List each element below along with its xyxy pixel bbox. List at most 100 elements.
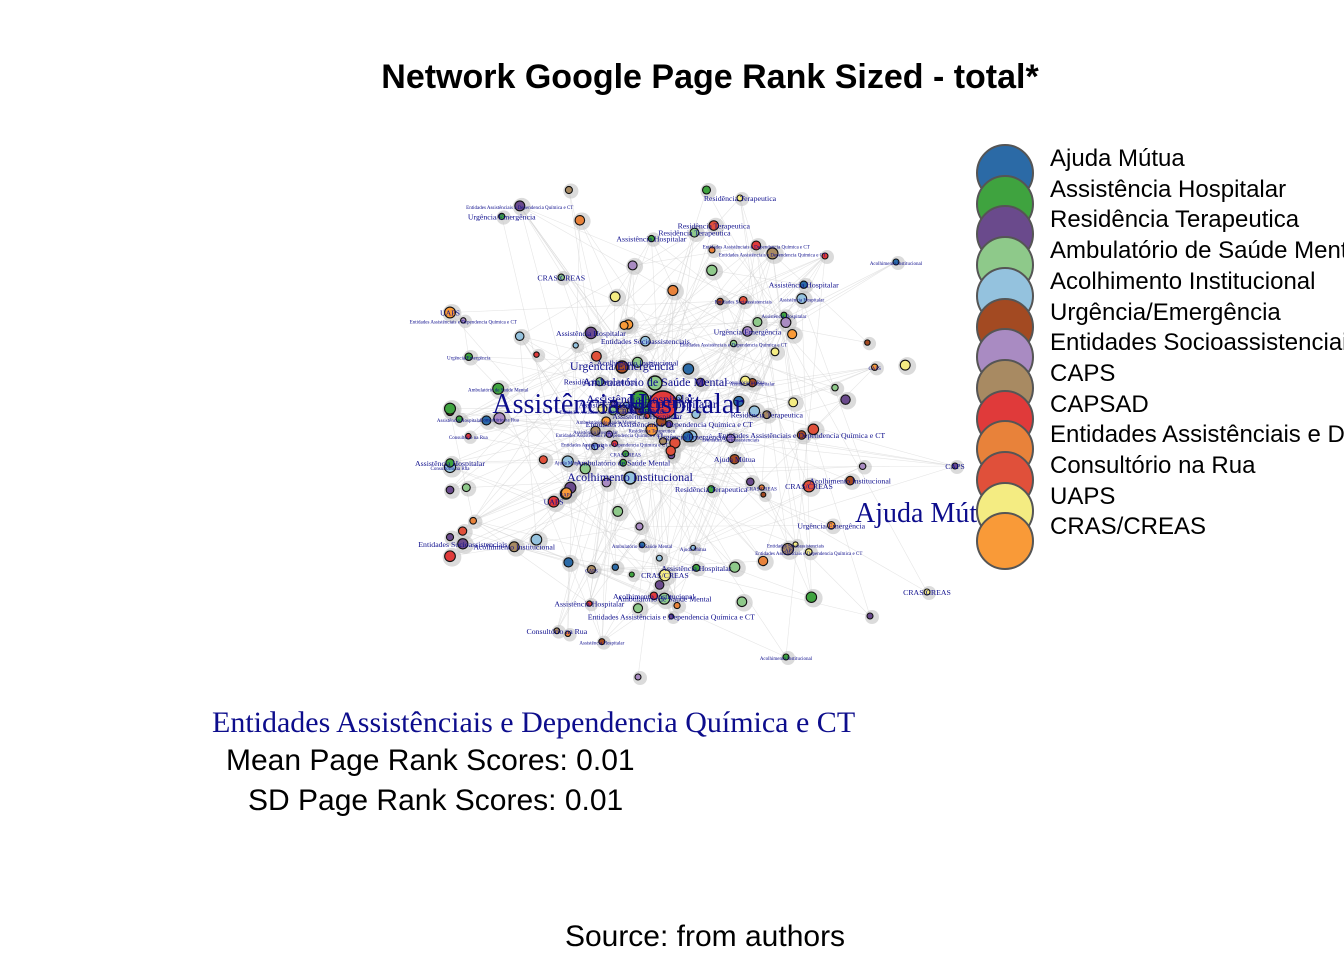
node-label: Assistência Hospitalar [779,299,824,304]
mean-page-rank: Mean Page Rank Scores: 0.01 [226,744,635,777]
network-node [538,455,548,465]
network-node [689,227,700,238]
network-node [579,463,591,475]
node-label: Entidades Assistênciais e Dependencia Qu… [410,320,517,325]
network-node [792,541,799,548]
node-label: Entidades Socioassistenciais [715,300,772,305]
node-label: Entidades Assistênciais e Dependencia Qu… [718,431,885,440]
legend-item: Acolhimento Institucional [976,266,1315,325]
network-edge [785,255,826,658]
network-node [601,477,612,488]
node-label: Entidades Socioassistenciais [702,438,759,443]
network-node [586,564,597,575]
network-edge [801,298,863,467]
network-edge [591,409,645,570]
network-edge [498,255,826,389]
network-edge [754,410,956,467]
network-edge [671,414,697,617]
network-node [639,335,651,347]
network-edge [672,290,746,382]
network-edge [449,332,592,491]
network-node [469,516,478,525]
network-edge [757,321,868,343]
network-node [638,541,646,549]
network-edge [466,465,863,488]
network-node [923,588,931,596]
network-edge [601,296,616,642]
network-node [455,415,464,423]
sd-page-rank: SD Page Rank Scores: 0.01 [248,784,624,817]
node-label: Acolhimento Institucional [567,470,693,484]
network-edge [459,381,600,420]
legend-item: Residência Terapeutica [976,205,1299,264]
network-node [630,390,650,410]
network-edge [499,418,670,425]
node-label: Entidades Assistênciais e Dependencia Qu… [466,206,573,211]
network-node [762,410,772,420]
network-node [617,405,629,416]
network-edge [468,356,638,363]
network-node [707,485,716,494]
network-node [845,475,855,486]
node-label: Urgência/Emergência [797,521,865,530]
node-label: CAPS [585,570,598,575]
network-node [647,375,663,391]
legend-item: Ajuda Mútua [976,144,1185,202]
node-label: Consultório na Rua [527,627,588,636]
network-node [591,350,602,362]
network-edge [468,356,618,512]
network-edge [568,189,603,409]
node-label: UAPS [560,494,573,499]
network-edge [449,466,554,502]
network-edge [579,220,616,297]
network-node [649,591,659,601]
network-node [840,394,851,405]
network-node [445,485,455,495]
network-edge [556,421,662,631]
network-node [682,431,694,443]
network-edge [472,520,590,604]
network-node [757,555,769,567]
network-edge [519,232,695,337]
network-node [787,329,798,340]
network-node [619,320,629,330]
network-edge [601,598,665,642]
network-edge [449,466,697,569]
legend-label: UAPS [1050,482,1116,510]
network-edge [601,366,875,642]
network-edge [567,562,569,634]
network-edge [473,382,753,522]
network-node [597,403,608,414]
node-label: Assistência Hospitalar [437,419,482,424]
node-label: Ambulatório de Saúde Mental [617,595,712,604]
network-edge [579,220,764,495]
node-label: Assistência Hospitalar [661,564,731,573]
network-edge [739,197,789,550]
network-edge [553,501,812,598]
network-edge [654,298,802,384]
node-label: Ambulatório de Saúde Mental [468,389,529,394]
network-edge [612,410,694,548]
network-edge [514,546,616,568]
network-node [892,258,900,266]
network-edge [449,300,744,313]
network-edge [519,336,537,540]
network-node [708,220,720,231]
source-note: Source: from authors [564,920,846,953]
network-node [692,563,701,572]
network-node [645,423,658,436]
network-node [807,423,820,436]
network-node [770,347,780,357]
node-label: Entidades Assistênciais e Dependencia Qu… [556,434,663,439]
network-edge [575,345,614,412]
node-label: Acolhimento Institucional [597,358,679,367]
network-node [564,630,572,638]
network-node [601,416,611,427]
node-label: Assistência Hospitalar [762,315,807,320]
network-node [708,246,716,254]
network-node [590,425,601,436]
network-node [748,405,761,417]
network-node [612,505,624,517]
network-node [632,603,644,614]
network-edge [653,255,826,596]
